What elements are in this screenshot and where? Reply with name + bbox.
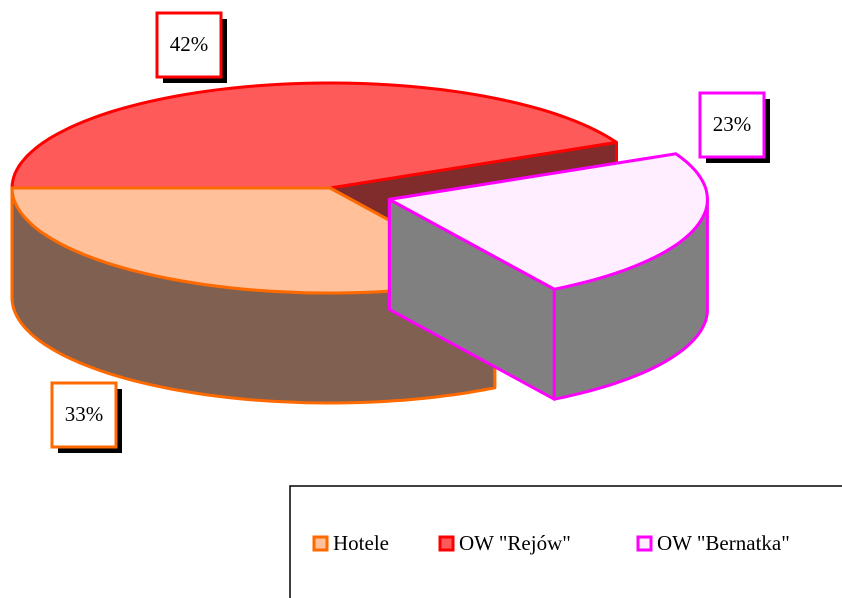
data-label: 42% (170, 32, 209, 56)
slice (387, 152, 709, 401)
legend-label: Hotele (333, 531, 389, 555)
legend-swatch (438, 535, 455, 552)
data-label: 33% (65, 402, 104, 426)
legend-swatch (636, 535, 653, 552)
slice (10, 186, 497, 405)
legend-label: OW "Bernatka" (657, 531, 790, 555)
slice (387, 152, 709, 291)
legend-label: OW "Rejów" (459, 531, 571, 555)
data-label: 23% (713, 112, 752, 136)
legend (289, 485, 842, 598)
label-box (50, 381, 118, 449)
slice (10, 81, 618, 190)
legend-swatch (312, 535, 329, 552)
label-box (155, 11, 223, 79)
label-box (698, 91, 766, 159)
